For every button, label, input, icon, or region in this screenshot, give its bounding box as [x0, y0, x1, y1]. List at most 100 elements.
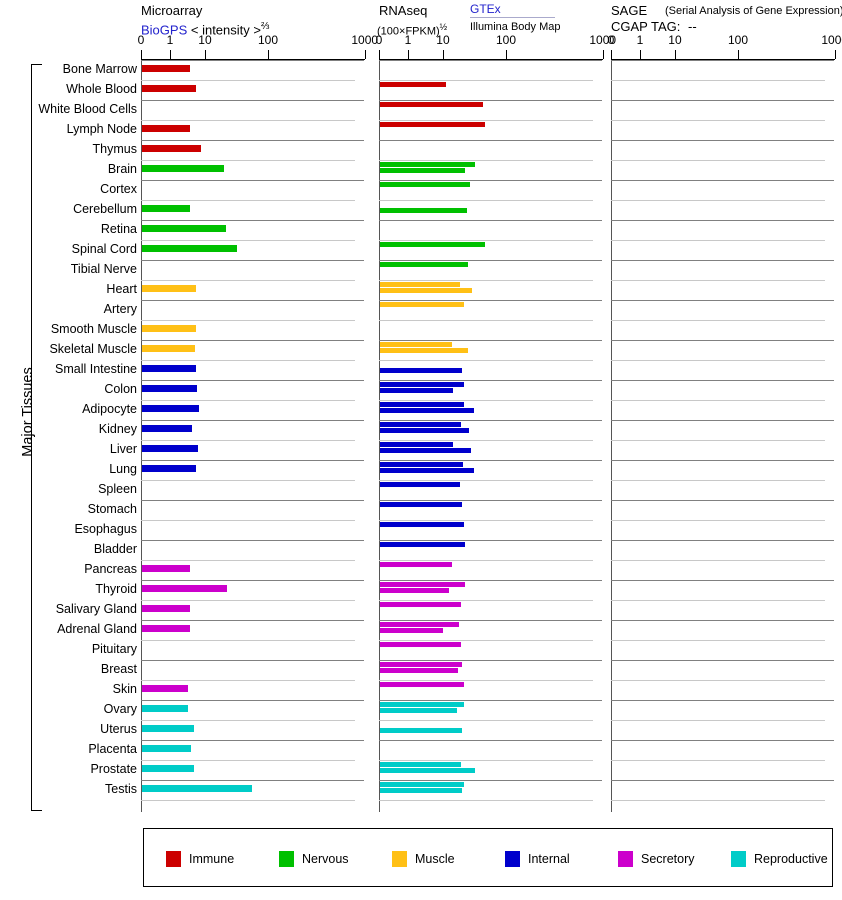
bar-microarray-smooth-muscle [142, 325, 197, 332]
legend-swatch-immune [166, 851, 181, 867]
gridline [379, 620, 602, 621]
gridline [611, 460, 834, 461]
tissue-label-spleen[interactable]: Spleen [98, 482, 137, 496]
gridline [141, 500, 364, 501]
tissue-label-thyroid[interactable]: Thyroid [95, 582, 137, 596]
gridline [611, 60, 834, 61]
tissue-label-liver[interactable]: Liver [109, 442, 137, 456]
tissue-label-stomach[interactable]: Stomach [87, 502, 137, 516]
gridline [141, 380, 364, 381]
bar-gtex-salivary-gland [380, 602, 461, 607]
axis-tick-label-microarray-10: 10 [198, 33, 212, 47]
axis-tick-sage-100 [738, 50, 739, 59]
y-axis-title: Major Tissues [20, 367, 36, 457]
gridline [141, 100, 364, 101]
tissue-label-pancreas[interactable]: Pancreas [84, 562, 137, 576]
tissue-label-artery[interactable]: Artery [103, 302, 137, 316]
tissue-label-adipocyte[interactable]: Adipocyte [82, 402, 137, 416]
tissue-label-whole-blood[interactable]: Whole Blood [66, 82, 137, 96]
tissue-label-cortex[interactable]: Cortex [100, 182, 137, 196]
gridline [141, 340, 364, 341]
bar-gtex-kidney [380, 422, 461, 427]
tissue-label-breast[interactable]: Breast [100, 662, 137, 676]
tissue-label-tibial-nerve[interactable]: Tibial Nerve [70, 262, 137, 276]
gtex-link-wrap[interactable]: GTEx [470, 3, 555, 18]
tissue-label-bladder[interactable]: Bladder [93, 542, 137, 556]
tissue-label-smooth-muscle[interactable]: Smooth Muscle [50, 322, 137, 336]
bar-gtex-prostate [380, 762, 461, 767]
tissue-label-colon[interactable]: Colon [104, 382, 137, 396]
tissue-label-kidney[interactable]: Kidney [98, 422, 137, 436]
tissue-label-thymus[interactable]: Thymus [92, 142, 137, 156]
tissue-label-cerebellum[interactable]: Cerebellum [73, 202, 137, 216]
rnaseq-unit-text: (100×FPKM) [377, 25, 440, 38]
gridline [379, 260, 602, 261]
gridline [611, 780, 834, 781]
legend-label-secretory: Secretory [641, 852, 695, 866]
bar-gtex-skeletal-muscle [380, 342, 452, 347]
bar-microarray-ovary [142, 705, 188, 712]
bar-gtex-adipocyte [380, 402, 465, 407]
tissue-label-heart[interactable]: Heart [106, 282, 137, 296]
gridline [141, 80, 355, 81]
gridline [379, 720, 593, 721]
gridline [379, 220, 602, 221]
axis-tick-microarray-0 [141, 50, 142, 59]
tissue-label-small-intestine[interactable]: Small Intestine [55, 362, 137, 376]
panel-axis-line-rnaseq [379, 60, 380, 812]
gridline [379, 160, 593, 161]
axis-baseline-microarray [141, 59, 365, 60]
gridline [141, 780, 364, 781]
biogps-link[interactable]: BioGPS [141, 22, 188, 38]
tissue-label-skin[interactable]: Skin [112, 682, 137, 696]
tissue-label-bone-marrow[interactable]: Bone Marrow [62, 62, 137, 76]
tissue-label-spinal-cord[interactable]: Spinal Cord [71, 242, 137, 256]
tissue-label-esophagus[interactable]: Esophagus [74, 522, 137, 536]
gridline [141, 740, 364, 741]
axis-tick-sage-1 [639, 50, 641, 59]
tissue-label-retina[interactable]: Retina [100, 222, 137, 236]
bar-gtex-skin [380, 682, 464, 687]
tissue-label-adrenal-gland[interactable]: Adrenal Gland [57, 622, 137, 636]
gridline [141, 140, 364, 141]
tissue-label-ovary[interactable]: Ovary [103, 702, 137, 716]
tissue-label-prostate[interactable]: Prostate [90, 762, 137, 776]
bar-illumina-cerebellum [380, 208, 467, 213]
gridline [611, 440, 825, 441]
tissue-label-lymph-node[interactable]: Lymph Node [66, 122, 137, 136]
gtex-link[interactable]: GTEx [470, 3, 555, 18]
tissue-label-salivary-gland[interactable]: Salivary Gland [55, 602, 137, 616]
axis-tick-sage-1000 [834, 50, 836, 59]
tissue-label-brain[interactable]: Brain [107, 162, 137, 176]
gridline [379, 520, 593, 521]
gridline [611, 380, 834, 381]
gridline [141, 720, 355, 721]
rnaseq-title: RNAseq [379, 3, 428, 18]
axis-tick-rnaseq-1000 [602, 50, 604, 59]
bar-microarray-uterus [142, 725, 195, 732]
bar-microarray-retina [142, 225, 227, 232]
gridline [379, 480, 593, 481]
gridline [611, 220, 834, 221]
gridline [379, 60, 602, 61]
bar-gtex-lung [380, 462, 463, 467]
tissue-label-lung[interactable]: Lung [109, 462, 137, 476]
tissue-label-white-blood-cells[interactable]: White Blood Cells [38, 102, 137, 116]
gridline [141, 760, 355, 761]
tissue-label-uterus[interactable]: Uterus [100, 722, 137, 736]
microarray-unit-exponent: ⅔ [260, 21, 270, 32]
gridline [611, 700, 834, 701]
axis-tick-label-rnaseq-1: 1 [404, 33, 412, 47]
panel-axis-line-sage [611, 60, 612, 812]
gridline [141, 680, 355, 681]
tissue-label-placenta[interactable]: Placenta [88, 742, 137, 756]
gridline [141, 700, 364, 701]
tissue-label-pituitary[interactable]: Pituitary [91, 642, 137, 656]
bar-illumina-breast [380, 668, 458, 673]
cgap-tag-row: CGAP TAG: -- [611, 20, 697, 34]
tissue-label-testis[interactable]: Testis [105, 782, 137, 796]
tissue-label-skeletal-muscle[interactable]: Skeletal Muscle [49, 342, 137, 356]
axis-tick-microarray-1 [169, 50, 171, 59]
gridline [611, 160, 825, 161]
legend-swatch-reproductive [731, 851, 746, 867]
